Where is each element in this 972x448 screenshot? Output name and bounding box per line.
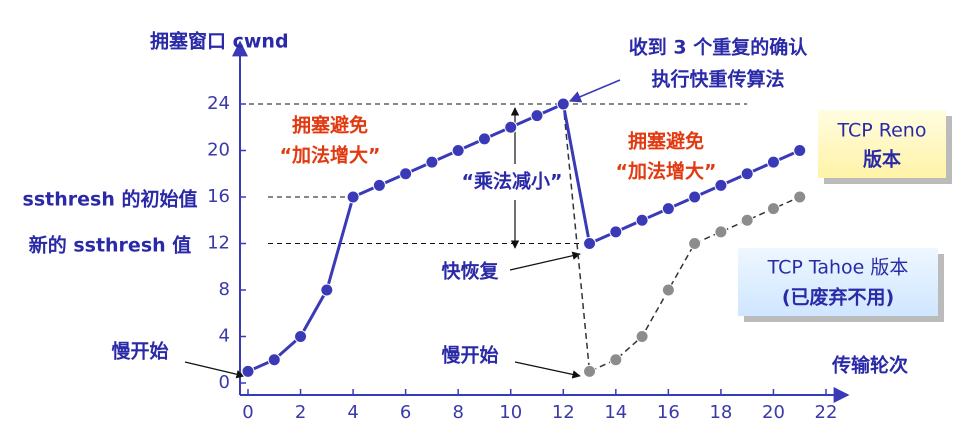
y-tick-label: 12: [207, 233, 230, 254]
data-point: [346, 190, 360, 204]
data-point: [661, 202, 675, 216]
data-point: [583, 364, 597, 378]
y-tick-label: 20: [207, 140, 230, 161]
arrow: [568, 79, 621, 103]
reno-box: [818, 110, 946, 178]
x-tick-label: 8: [452, 402, 463, 423]
y-tick-label: 16: [207, 186, 230, 207]
x-tick-label: 4: [347, 402, 358, 423]
data-point: [714, 225, 728, 239]
data-point: [241, 364, 255, 378]
annotation: 拥塞避免: [292, 114, 368, 137]
data-point: [530, 109, 544, 123]
x-tick-label: 12: [552, 402, 575, 423]
x-tick-label: 14: [604, 402, 627, 423]
data-point: [635, 330, 649, 343]
data-point: [635, 213, 649, 227]
annotation: 执行快重传算法: [651, 68, 784, 91]
annotation: “乘法减小”: [462, 170, 563, 193]
data-point: [740, 213, 754, 227]
data-point: [793, 144, 807, 157]
x-axis-label: 传输轮次: [831, 354, 908, 377]
x-tick-label: 16: [657, 402, 680, 423]
annotation: “加法增大”: [616, 160, 717, 183]
data-point: [740, 167, 754, 181]
annotation: 慢开始: [111, 340, 168, 363]
x-tick-label: 10: [499, 402, 522, 423]
x-tick-label: 20: [762, 402, 785, 423]
data-point: [399, 167, 413, 181]
data-point: [425, 155, 439, 169]
data-point: [688, 190, 702, 204]
arrow: [184, 361, 245, 379]
data-point: [714, 178, 728, 192]
data-point: [583, 237, 597, 250]
legend-label: TCP Tahoe 版本: [767, 257, 909, 279]
annotation: 拥塞避免: [628, 130, 704, 153]
x-tick-label: 6: [400, 402, 411, 423]
data-point: [477, 132, 491, 146]
annotation: 版本: [863, 148, 901, 171]
y-axis-label: 拥塞窗口 cwnd: [150, 30, 289, 53]
annotation: “加法增大”: [280, 144, 381, 167]
data-point: [294, 330, 308, 343]
data-point: [372, 178, 386, 192]
x-tick-label: 2: [295, 402, 306, 423]
arrow: [509, 251, 581, 271]
annotation: ssthresh 的初始值: [23, 188, 198, 211]
data-point: [688, 237, 702, 250]
y-tick-label: 24: [207, 93, 230, 114]
data-point: [609, 225, 623, 239]
data-point: [793, 190, 807, 204]
x-tick-label: 0: [242, 402, 253, 423]
data-point: [609, 353, 623, 367]
series-line: [247, 101, 801, 373]
data-point: [320, 283, 334, 297]
axes: [232, 40, 850, 403]
data-point: [504, 120, 518, 134]
tahoe-box: [738, 248, 938, 316]
y-tick-label: 0: [219, 372, 230, 393]
annotation: 收到 3 个重复的确认: [629, 36, 807, 59]
annotation: 慢开始: [441, 344, 498, 367]
data-point: [451, 144, 465, 157]
annotation: 快恢复: [441, 260, 499, 283]
annotation: (已废弃不用): [782, 286, 894, 309]
data-point: [766, 202, 780, 216]
x-tick-label: 18: [709, 402, 732, 423]
data-point: [267, 353, 281, 367]
data-point: [556, 97, 570, 111]
arrow: [514, 361, 581, 379]
legend-label: TCP Reno: [837, 120, 927, 142]
data-point: [766, 155, 780, 169]
series-line: [562, 103, 801, 373]
y-tick-label: 4: [219, 326, 230, 347]
annotation: 新的 ssthresh 值: [29, 234, 192, 257]
x-tick-label: 22: [815, 402, 838, 423]
y-tick-label: 8: [219, 279, 230, 300]
data-point: [661, 283, 675, 297]
